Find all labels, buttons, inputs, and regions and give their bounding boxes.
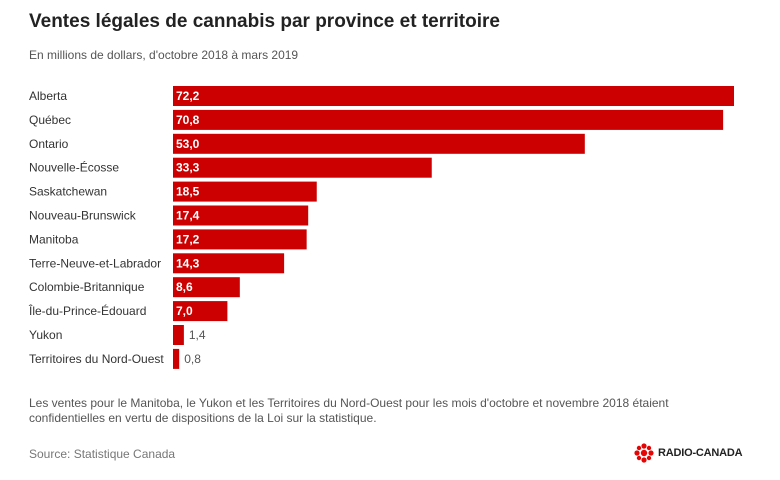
bar <box>173 109 724 130</box>
value-label: 7,0 <box>176 304 193 318</box>
value-label: 17,2 <box>176 232 200 246</box>
cbc-gem-icon <box>634 443 654 463</box>
value-label: 70,8 <box>176 113 200 127</box>
value-label: 17,4 <box>176 209 200 223</box>
bar <box>173 205 309 226</box>
value-label: 0,8 <box>184 352 201 366</box>
category-label: Nouvelle-Écosse <box>29 160 119 175</box>
value-label: 33,3 <box>176 161 200 175</box>
category-label: Île-du-Prince-Édouard <box>28 303 146 318</box>
category-label: Saskatchewan <box>29 185 107 199</box>
value-label: 1,4 <box>189 328 206 342</box>
bar <box>173 157 432 178</box>
bar <box>173 86 734 106</box>
value-label: 8,6 <box>176 280 193 294</box>
bar <box>173 348 180 369</box>
value-label: 14,3 <box>176 256 200 270</box>
category-label: Colombie-Britannique <box>29 280 145 294</box>
category-label: Yukon <box>29 328 62 342</box>
bar <box>173 325 184 345</box>
bar <box>173 229 307 250</box>
bar <box>173 133 585 154</box>
category-label: Nouveau-Brunswick <box>29 209 137 223</box>
value-label: 72,2 <box>176 89 200 103</box>
source-credit: Source: Statistique Canada <box>29 447 176 461</box>
category-label: Ontario <box>29 137 69 151</box>
category-label: Manitoba <box>29 232 79 246</box>
bar <box>173 277 240 298</box>
bar <box>173 301 228 322</box>
bar <box>173 253 285 274</box>
value-label: 18,5 <box>176 185 200 199</box>
value-label: 53,0 <box>176 137 200 151</box>
brand-logo: RADIO-CANADA <box>634 443 743 463</box>
bar-chart: Alberta 72,2 Québec 70,8 Ontario 53,0 Nouvelle… <box>28 86 734 369</box>
category-label: Terre-Neuve-et-Labrador <box>29 256 161 270</box>
chart-title: Ventes légales de cannabis par province … <box>29 11 500 32</box>
brand-name: RADIO-CANADA <box>658 447 743 459</box>
chart-subtitle: En millions de dollars, d'octobre 2018 à… <box>29 48 299 62</box>
bar <box>173 181 317 202</box>
category-label: Québec <box>29 113 71 127</box>
category-label: Territoires du Nord-Ouest <box>29 352 164 366</box>
footnote: Les ventes pour le Manitoba, le Yukon et… <box>29 396 669 425</box>
category-label: Alberta <box>29 89 67 103</box>
